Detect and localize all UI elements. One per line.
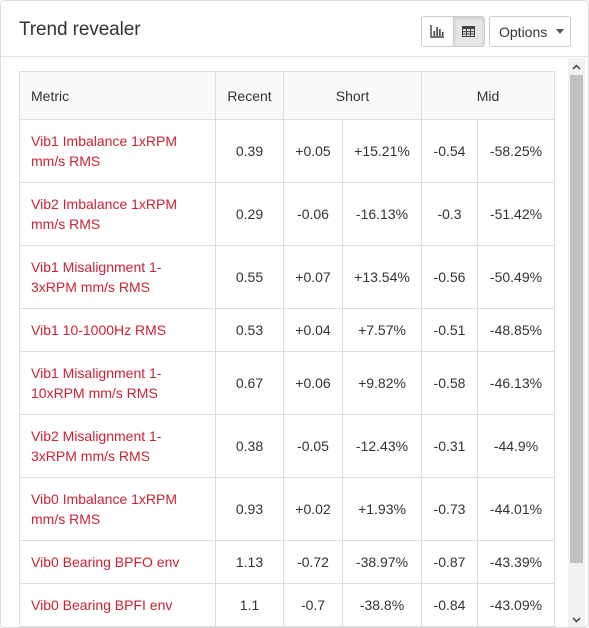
mid-percent: -51.42% — [477, 182, 555, 246]
mid-delta: -0.73 — [421, 477, 478, 541]
table-row: Vib2 Misalignment 1-3xRPM mm/s RMS 0.38 … — [19, 414, 555, 478]
column-header-short[interactable]: Short — [283, 71, 422, 120]
mid-delta: -0.51 — [421, 308, 478, 352]
mid-delta: -0.54 — [421, 119, 478, 183]
recent-value: 0.53 — [215, 308, 284, 352]
short-delta: -0.06 — [283, 182, 343, 246]
metric-link[interactable]: Vib2 Misalignment 1-3xRPM mm/s RMS — [19, 414, 216, 478]
mid-percent: -44.01% — [477, 477, 555, 541]
scroll-up-arrow-icon[interactable] — [568, 58, 585, 75]
mid-delta: -0.3 — [421, 182, 478, 246]
chart-view-button[interactable] — [422, 17, 453, 46]
table-row: Vib1 Misalignment 1-3xRPM mm/s RMS 0.55 … — [19, 245, 555, 309]
short-delta: +0.06 — [283, 351, 343, 415]
column-header-mid[interactable]: Mid — [421, 71, 555, 120]
table-row: Vib1 Misalignment 1-10xRPM mm/s RMS 0.67… — [19, 351, 555, 415]
metric-link[interactable]: Vib2 Imbalance 1xRPM mm/s RMS — [19, 182, 216, 246]
short-percent: +1.93% — [342, 477, 422, 541]
trend-table: Metric Recent Short Mid Vib1 Imbalance 1… — [19, 71, 555, 627]
short-percent: -38.8% — [342, 583, 422, 627]
short-percent: +7.57% — [342, 308, 422, 352]
panel-title: Trend revealer — [19, 19, 141, 40]
table-header-row: Metric Recent Short Mid — [19, 71, 555, 120]
metric-link[interactable]: Vib0 Bearing BPFO env — [19, 540, 216, 584]
mid-percent: -58.25% — [477, 119, 555, 183]
mid-percent: -44.9% — [477, 414, 555, 478]
table-row: Vib0 Bearing BPFI env 1.1 -0.7 -38.8% -0… — [19, 583, 555, 627]
options-dropdown-button[interactable]: Options — [489, 16, 571, 47]
short-delta: +0.05 — [283, 119, 343, 183]
column-header-metric[interactable]: Metric — [19, 71, 216, 120]
options-label: Options — [499, 23, 548, 40]
short-delta: -0.7 — [283, 583, 343, 627]
short-percent: -16.13% — [342, 182, 422, 246]
recent-value: 1.13 — [215, 540, 284, 584]
metric-link[interactable]: Vib0 Imbalance 1xRPM mm/s RMS — [19, 477, 216, 541]
recent-value: 0.55 — [215, 245, 284, 309]
mid-percent: -46.13% — [477, 351, 555, 415]
recent-value: 1.1 — [215, 583, 284, 627]
column-header-recent[interactable]: Recent — [215, 71, 284, 120]
table-row: Vib1 Imbalance 1xRPM mm/s RMS 0.39 +0.05… — [19, 119, 555, 183]
metric-link[interactable]: Vib1 Imbalance 1xRPM mm/s RMS — [19, 119, 216, 183]
recent-value: 0.67 — [215, 351, 284, 415]
short-percent: -12.43% — [342, 414, 422, 478]
table-row: Vib0 Imbalance 1xRPM mm/s RMS 0.93 +0.02… — [19, 477, 555, 541]
metric-link[interactable]: Vib0 Bearing BPFI env — [19, 583, 216, 627]
recent-value: 0.39 — [215, 119, 284, 183]
short-delta: +0.02 — [283, 477, 343, 541]
mid-delta: -0.56 — [421, 245, 478, 309]
panel-header: Trend revealer — [1, 1, 588, 57]
bar-chart-icon — [430, 25, 444, 38]
mid-percent: -48.85% — [477, 308, 555, 352]
short-percent: +13.54% — [342, 245, 422, 309]
mid-delta: -0.87 — [421, 540, 478, 584]
short-delta: -0.05 — [283, 414, 343, 478]
table-row: Vib1 10-1000Hz RMS 0.53 +0.04 +7.57% -0.… — [19, 308, 555, 352]
scroll-down-arrow-icon[interactable] — [568, 611, 585, 627]
table-icon — [462, 26, 476, 37]
caret-down-icon — [556, 29, 565, 34]
recent-value: 0.29 — [215, 182, 284, 246]
metric-link[interactable]: Vib1 10-1000Hz RMS — [19, 308, 216, 352]
table-row: Vib0 Bearing BPFO env 1.13 -0.72 -38.97%… — [19, 540, 555, 584]
mid-percent: -43.09% — [477, 583, 555, 627]
recent-value: 0.93 — [215, 477, 284, 541]
short-delta: +0.04 — [283, 308, 343, 352]
metric-link[interactable]: Vib1 Misalignment 1-3xRPM mm/s RMS — [19, 245, 216, 309]
short-percent: +9.82% — [342, 351, 422, 415]
short-delta: -0.72 — [283, 540, 343, 584]
mid-delta: -0.58 — [421, 351, 478, 415]
view-toggle — [421, 16, 485, 47]
recent-value: 0.38 — [215, 414, 284, 478]
mid-percent: -43.39% — [477, 540, 555, 584]
short-percent: +15.21% — [342, 119, 422, 183]
mid-delta: -0.84 — [421, 583, 478, 627]
table-view-button[interactable] — [452, 17, 484, 46]
table-row: Vib2 Imbalance 1xRPM mm/s RMS 0.29 -0.06… — [19, 182, 555, 246]
short-delta: +0.07 — [283, 245, 343, 309]
short-percent: -38.97% — [342, 540, 422, 584]
mid-delta: -0.31 — [421, 414, 478, 478]
panel-body: Metric Recent Short Mid Vib1 Imbalance 1… — [1, 58, 588, 627]
vertical-scrollbar[interactable] — [568, 58, 585, 627]
mid-percent: -50.49% — [477, 245, 555, 309]
metric-link[interactable]: Vib1 Misalignment 1-10xRPM mm/s RMS — [19, 351, 216, 415]
scrollbar-thumb[interactable] — [570, 75, 583, 563]
